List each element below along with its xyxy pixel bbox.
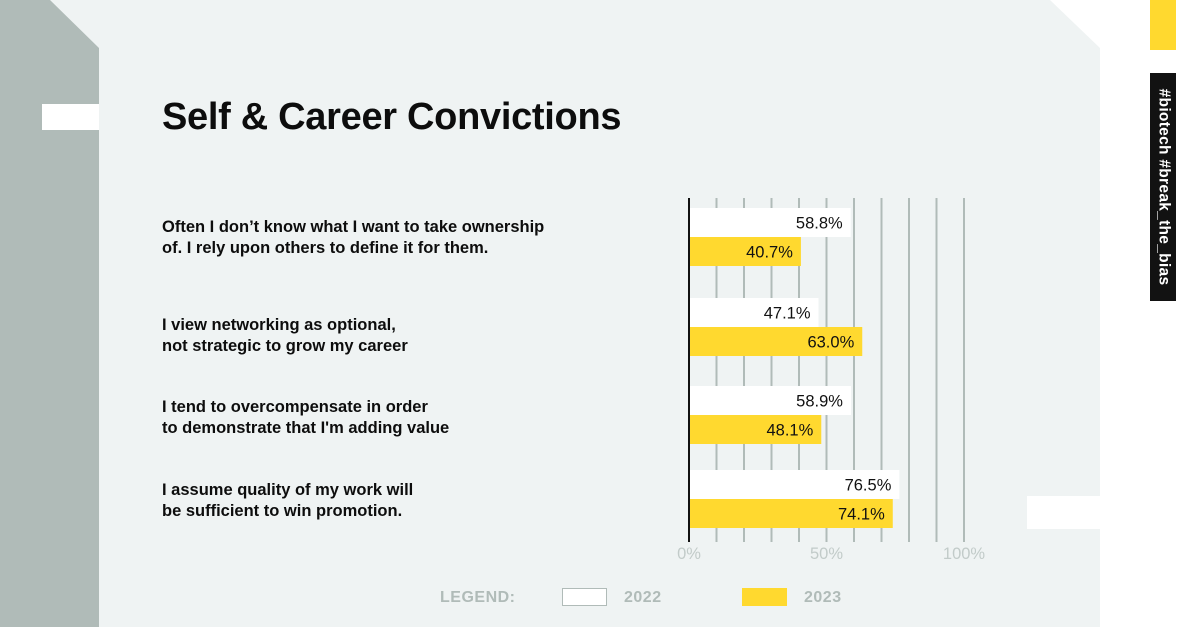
hashtag-banner: #biotech #break_the_bias bbox=[1150, 73, 1176, 301]
category-label: Often I don’t know what I want to take o… bbox=[162, 218, 545, 257]
legend-label-2023: 2023 bbox=[804, 589, 842, 606]
right-white-tab bbox=[1027, 496, 1100, 529]
category-label: I view networking as optional, not strat… bbox=[162, 316, 408, 355]
content-panel bbox=[50, 0, 1100, 627]
category-label: I assume quality of my work will be suff… bbox=[162, 481, 414, 520]
chart-title: Self & Career Convictions bbox=[162, 96, 622, 138]
left-white-tab bbox=[42, 104, 99, 130]
yellow-accent-tab bbox=[1150, 0, 1176, 50]
left-gray-band bbox=[0, 0, 99, 627]
hashtag-text: #biotech #break_the_bias bbox=[1155, 88, 1173, 286]
legend-label-2022: 2022 bbox=[624, 589, 662, 606]
legend-swatch-2022 bbox=[562, 588, 607, 606]
category-label: I tend to overcompensate in order to dem… bbox=[162, 398, 450, 437]
legend-title: LEGEND: bbox=[440, 589, 516, 606]
legend-swatch-2023 bbox=[742, 588, 787, 606]
